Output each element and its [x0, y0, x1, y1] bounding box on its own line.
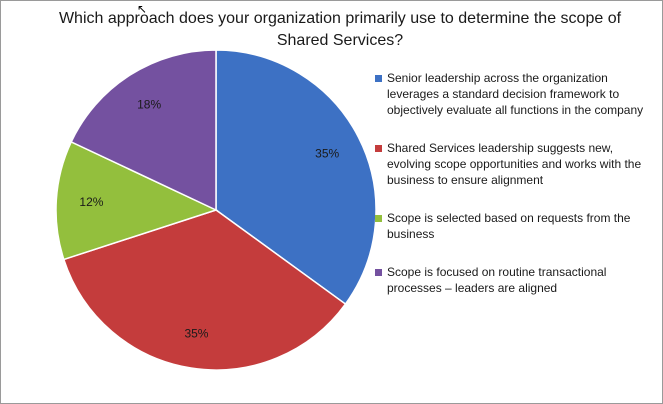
legend-item: Scope is focused on routine transactiona… [375, 264, 660, 296]
mouse-cursor-icon: ↖ [137, 2, 148, 16]
legend-swatch [375, 269, 382, 276]
slice-data-label: 12% [79, 195, 103, 209]
legend-label: Scope is focused on routine transactiona… [387, 265, 607, 295]
slice-labels: 35% 35% 12% 18% [79, 98, 339, 341]
legend: Senior leadership across the organizatio… [375, 70, 660, 318]
legend-swatch [375, 75, 382, 82]
legend-item: Scope is selected based on requests from… [375, 210, 660, 242]
legend-item: Senior leadership across the organizatio… [375, 70, 660, 118]
pie-slice [70, 49, 217, 212]
legend-label: Shared Services leadership suggests new,… [387, 141, 642, 187]
legend-item: Shared Services leadership suggests new,… [375, 140, 660, 188]
legend-label: Senior leadership across the organizatio… [387, 71, 644, 117]
chart-title: Which approach does your organization pr… [58, 10, 622, 49]
slice-data-label: 18% [137, 98, 161, 112]
legend-swatch [375, 145, 382, 152]
legend-label: Scope is selected based on requests from… [387, 211, 631, 241]
slice-data-label: 35% [184, 326, 208, 340]
legend-swatch [375, 215, 382, 222]
slice-data-label: 35% [315, 146, 339, 160]
pie-slices [55, 49, 377, 371]
pie-slice [215, 49, 377, 306]
pie-slice [62, 209, 347, 371]
pie-slice [55, 140, 219, 261]
